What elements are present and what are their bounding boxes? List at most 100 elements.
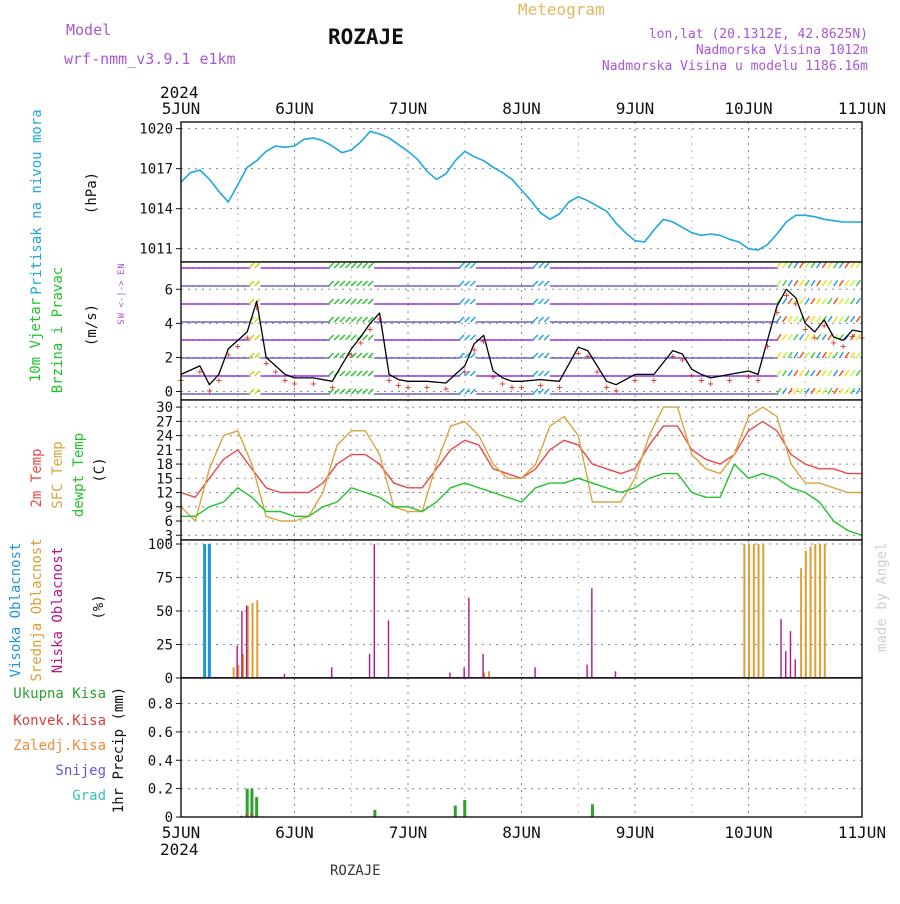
wind-barb — [367, 298, 374, 305]
wind-barb — [469, 334, 476, 341]
wind-barb — [350, 298, 357, 305]
wind-gust-marker: + — [802, 324, 808, 335]
wind-barb — [833, 315, 839, 323]
wind-barb — [816, 261, 822, 269]
panel-background — [181, 540, 862, 678]
wind-barb — [787, 279, 793, 287]
wind-barb — [810, 369, 816, 377]
wind-gust-marker: + — [396, 381, 402, 392]
total-precip-bar — [463, 799, 467, 817]
low-cloud-bar — [482, 653, 484, 678]
day-label-bottom: 10JUN — [724, 823, 772, 842]
wind-barb — [793, 315, 799, 323]
mid-cloud-bar — [762, 544, 765, 678]
wind-barb — [328, 388, 334, 395]
wind-barb — [781, 369, 788, 377]
y-tick-label: 12 — [156, 486, 173, 502]
wind-barb — [538, 388, 544, 395]
cloud-panel: 0 25 50 75 100 — [148, 537, 863, 687]
wind-barb — [345, 370, 352, 377]
day-label-top: 10JUN — [724, 99, 772, 118]
wind-barb — [781, 387, 788, 395]
wind-barb — [458, 388, 465, 395]
high-cloud-bar — [207, 544, 211, 678]
low-cloud-bar — [245, 605, 248, 678]
wind-barb — [838, 315, 844, 323]
wind-barb — [464, 280, 471, 287]
wind-barb — [350, 388, 357, 395]
day-label-bottom: 5JUN — [162, 823, 201, 842]
wind-barb — [850, 279, 856, 287]
wind-barb — [367, 334, 374, 341]
wind-barb — [821, 351, 827, 359]
wind-barb — [254, 262, 261, 269]
wind-gust-marker: + — [821, 321, 827, 332]
wind-barb — [469, 262, 476, 269]
wind-barb — [333, 280, 340, 287]
low-cloud-bar — [785, 651, 787, 678]
wind-barb — [328, 262, 334, 269]
wind-barb — [804, 297, 810, 305]
wind-gust-marker: + — [831, 338, 837, 349]
wind-barb — [339, 298, 346, 305]
y-tick-label: 18 — [156, 457, 173, 473]
mid-cloud-bar — [256, 600, 259, 678]
y-tick-label: 27 — [156, 414, 173, 430]
wind-barb — [816, 297, 822, 305]
wind-gust-marker: + — [812, 333, 818, 344]
wind-barb — [328, 298, 334, 305]
wind-gust-marker: + — [348, 350, 354, 361]
low-cloud-bar — [387, 620, 390, 678]
wind-barb — [833, 369, 839, 377]
wind-barb — [543, 352, 550, 359]
wind-barb — [855, 279, 861, 287]
y-tick-label: 25 — [156, 638, 173, 654]
low-cloud-bar — [780, 619, 782, 678]
wind-barb — [776, 261, 782, 269]
wind-barb — [345, 334, 352, 341]
wind-barb — [362, 352, 369, 359]
wind-gust-marker: + — [774, 307, 780, 318]
wind-barb — [821, 261, 827, 269]
low-cloud-bar — [591, 588, 593, 678]
altitude-label: Nadmorska Visina 1012m — [696, 43, 868, 58]
wind-barb — [458, 352, 465, 359]
day-label-top: 7JUN — [389, 99, 428, 118]
wind-barb — [855, 387, 861, 395]
wind-barb — [464, 352, 471, 359]
model-label: Model — [66, 21, 111, 39]
wind-gust-marker: + — [698, 376, 704, 387]
wind-barb — [855, 297, 861, 305]
wind-barb — [821, 279, 827, 287]
wind-barb — [356, 316, 363, 323]
wind-barb — [816, 315, 822, 323]
wind-barb — [362, 370, 369, 377]
wind-barb — [793, 351, 799, 359]
wind-barb — [844, 369, 850, 377]
temp2m-title: 2m Temp — [29, 448, 45, 507]
wind-barb — [844, 387, 850, 395]
wind-barb — [855, 333, 861, 341]
wind-barb — [838, 387, 844, 395]
pressure-unit: (hPa) — [84, 172, 100, 214]
wind-barb — [844, 315, 850, 323]
graupel-title: Grad — [72, 788, 106, 804]
y-tick-label: 0 — [165, 384, 173, 400]
wind-gust-marker: + — [358, 338, 364, 349]
y-tick-label: 1014 — [139, 202, 173, 218]
wind-barb — [810, 387, 816, 395]
wind-gust-marker: + — [755, 376, 761, 387]
total-precip-title: Ukupna Kisa — [13, 686, 106, 702]
mid-cloud-bar — [800, 568, 803, 678]
wind-barb — [855, 369, 861, 377]
y-tick-label: 0.8 — [148, 697, 173, 713]
wind-barb — [333, 334, 340, 341]
wind-barb — [367, 388, 374, 395]
wind-barb — [781, 315, 788, 323]
meteogram-title: Meteogram — [518, 0, 605, 19]
wind-gust-marker: + — [575, 348, 581, 359]
wind-barb — [776, 333, 782, 341]
wind-barb — [356, 370, 363, 377]
